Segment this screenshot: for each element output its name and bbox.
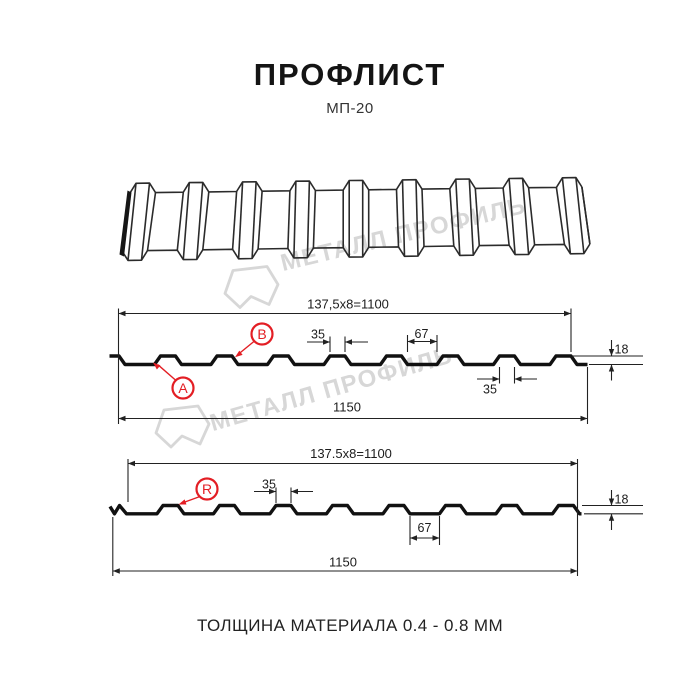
dim-rib-bottom-35: 35 [483,383,497,397]
dim-valley-67-bottom: 67 [418,521,432,535]
dim-height-top: 18 [615,343,629,357]
metall-profil-logo-icon [154,265,280,449]
profile-section-bottom [108,503,582,516]
dim-rib-top-35-bottom: 35 [262,478,276,492]
label-side-b: B [257,326,266,342]
dim-pitch-top: 137,5x8=1100 [307,297,389,312]
dim-rib-top-35: 35 [311,328,325,342]
dim-valley-67-top: 67 [415,327,429,341]
profile-section-top [109,354,588,367]
dim-pitch-bottom: 137.5x8=1100 [310,446,392,461]
dimension-lines-top [117,308,643,424]
profile-model-subtitle: МП-20 [326,100,374,117]
material-thickness-note: ТОЛЩИНА МАТЕРИАЛА 0.4 - 0.8 ММ [196,616,504,635]
sheet-3d-view [119,176,591,262]
face-label-callouts [153,322,274,505]
dimension-lines-bottom [112,459,643,576]
label-side-r: R [202,481,212,497]
label-side-a: A [178,380,188,396]
dim-height-bottom: 18 [615,493,629,507]
dim-overall-bottom: 1150 [329,555,357,570]
page-title: ПРОФЛИСТ [253,57,447,92]
dim-overall-top: 1150 [333,400,361,415]
